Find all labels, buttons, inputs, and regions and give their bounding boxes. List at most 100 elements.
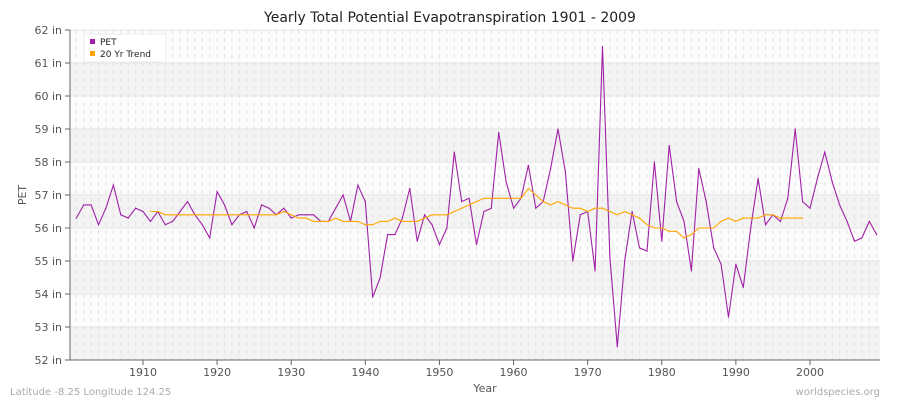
pet-point <box>601 45 604 48</box>
trend-point <box>357 220 359 222</box>
pet-point <box>801 201 804 203</box>
trend-point <box>690 234 693 236</box>
pet-point <box>527 164 529 166</box>
trend-point <box>401 220 403 222</box>
trend-point <box>772 214 774 216</box>
trend-point <box>794 217 796 219</box>
trend-point <box>461 207 463 209</box>
pet-point <box>735 263 737 265</box>
pet-point <box>727 316 730 318</box>
y-tick-label: 54 in <box>34 288 62 301</box>
trend-point <box>698 227 700 229</box>
pet-point <box>335 207 337 209</box>
trend-point <box>335 217 337 219</box>
y-axis-label: PET <box>16 185 29 206</box>
y-tick-label: 61 in <box>34 57 62 70</box>
pet-point <box>572 260 574 262</box>
plot-band <box>70 195 880 228</box>
pet-point <box>564 171 567 173</box>
trend-point <box>498 197 500 199</box>
trend-point <box>683 237 685 239</box>
trend-point <box>246 214 248 216</box>
trend-point <box>542 201 544 203</box>
trend-point <box>394 217 396 219</box>
trend-point <box>646 224 648 226</box>
trend-point <box>631 214 633 216</box>
trend-point <box>238 214 240 216</box>
pet-point <box>268 207 270 209</box>
y-tick-label: 57 in <box>34 189 62 202</box>
trend-point <box>416 220 418 222</box>
trend-point <box>149 210 152 213</box>
pet-point <box>794 128 796 130</box>
pet-point <box>475 243 478 246</box>
pet-point <box>750 227 752 229</box>
y-tick-label: 52 in <box>34 354 62 367</box>
trend-point <box>298 217 300 219</box>
trend-point <box>564 204 567 206</box>
x-tick-label: 2000 <box>796 366 824 379</box>
trend-point <box>475 201 478 203</box>
pet-point <box>535 207 537 209</box>
plot-band <box>70 327 880 360</box>
pet-point <box>846 220 848 222</box>
trend-point <box>750 217 752 219</box>
plot-band <box>70 63 880 96</box>
trend-point <box>209 214 211 216</box>
pet-point <box>824 151 826 153</box>
pet-point <box>342 194 344 196</box>
pet-point <box>216 191 218 193</box>
trend-point <box>438 214 441 216</box>
trend-point <box>668 230 670 232</box>
trend-point <box>638 217 641 219</box>
trend-point <box>557 201 559 203</box>
x-tick-label: 1960 <box>500 366 528 379</box>
trend-point <box>164 214 166 216</box>
pet-point <box>446 227 448 229</box>
pet-point <box>149 220 152 222</box>
pet-point <box>424 214 426 216</box>
pet-point <box>764 224 767 226</box>
trend-point <box>320 220 322 222</box>
pet-point <box>453 151 455 153</box>
y-tick-label: 56 in <box>34 222 62 235</box>
trend-point <box>275 214 277 216</box>
pet-point <box>401 217 403 219</box>
trend-point <box>742 217 744 219</box>
trend-point <box>616 214 618 216</box>
x-tick-label: 1990 <box>722 366 750 379</box>
trend-point <box>764 214 767 216</box>
trend-point <box>283 210 285 213</box>
pet-point <box>512 207 515 209</box>
trend-point <box>587 210 589 213</box>
pet-point <box>172 220 174 222</box>
pet-point <box>624 260 626 262</box>
pet-point <box>179 210 181 213</box>
pet-point <box>223 204 226 206</box>
x-tick-label: 1910 <box>129 366 157 379</box>
pet-point <box>831 181 833 183</box>
trend-point <box>601 207 604 209</box>
trend-point <box>527 187 529 189</box>
trend-point <box>483 197 485 199</box>
pet-point <box>742 286 744 288</box>
pet-point <box>127 217 129 219</box>
pet-point <box>186 201 189 203</box>
pet-point <box>416 240 418 242</box>
pet-point <box>757 177 759 180</box>
trend-point <box>520 197 522 199</box>
pet-point <box>305 214 307 216</box>
footer-location: Latitude -8.25 Longitude 124.25 <box>10 387 171 398</box>
pet-point <box>105 207 107 209</box>
pet-point <box>809 207 811 209</box>
pet-point <box>505 181 507 183</box>
trend-point <box>201 214 203 216</box>
plot-band <box>70 129 880 162</box>
trend-point <box>431 214 433 216</box>
pet-point <box>698 168 700 170</box>
trend-point <box>757 217 759 219</box>
footer-site: worldspecies.org <box>796 387 880 398</box>
pet-point <box>209 237 211 239</box>
trend-point <box>364 224 366 226</box>
